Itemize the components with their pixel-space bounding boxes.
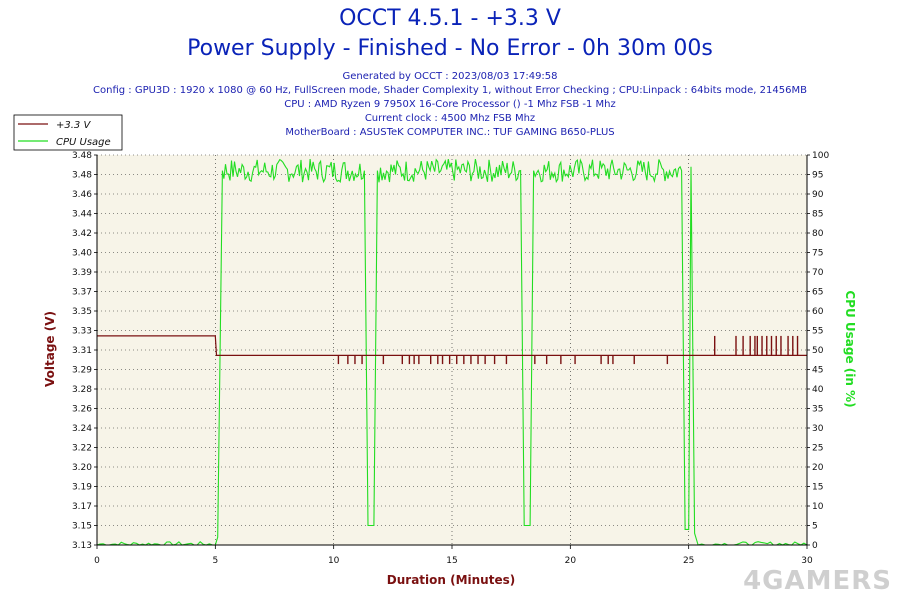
watermark-logo: 4GAMERS — [743, 566, 892, 596]
y-right-tick-label: 15 — [812, 483, 823, 493]
y-left-tick-label: 3.39 — [72, 268, 92, 278]
x-tick-label: 30 — [801, 556, 813, 566]
y-left-tick-label: 3.22 — [72, 444, 92, 454]
y-right-tick-label: 5 — [812, 522, 818, 532]
y-left-tick-label: 3.17 — [72, 502, 92, 512]
y-right-tick-label: 30 — [812, 424, 824, 434]
voltage-line — [97, 335, 807, 356]
y-left-tick-label: 3.44 — [72, 210, 92, 220]
y-left-tick-label: 3.33 — [72, 327, 92, 337]
x-tick-label: 0 — [94, 556, 100, 566]
y-left-axis-title: Voltage (V) — [43, 311, 57, 387]
y-right-tick-label: 0 — [812, 541, 818, 551]
info-generated: Generated by OCCT : 2023/08/03 17:49:58 — [342, 71, 558, 82]
y-right-tick-label: 75 — [812, 249, 823, 259]
y-left-tick-label: 3.35 — [72, 307, 92, 317]
y-right-axis-title: CPU Usage (in %) — [843, 290, 857, 407]
y-right-tick-label: 55 — [812, 327, 823, 337]
x-axis-title: Duration (Minutes) — [387, 573, 515, 587]
y-left-tick-label: 3.42 — [72, 229, 92, 239]
y-right-tick-label: 80 — [812, 229, 824, 239]
y-left-tick-label: 3.20 — [72, 463, 92, 473]
x-tick-label: 15 — [446, 556, 457, 566]
legend-voltage-label: +3.3 V — [56, 120, 91, 131]
y-right-tick-label: 20 — [812, 463, 824, 473]
cpu-usage-line — [96, 158, 808, 546]
y-right-tick-label: 65 — [812, 288, 823, 298]
y-left-tick-label: 3.24 — [72, 424, 92, 434]
y-right-tick-label: 45 — [812, 366, 823, 376]
y-left-tick-label: 3.48 — [72, 171, 92, 181]
y-left-tick-label: 3.15 — [72, 522, 92, 532]
y-left-tick-label: 3.26 — [72, 405, 92, 415]
y-left-tick-label: 3.13 — [72, 541, 92, 551]
y-left-tick-label: 3.31 — [72, 346, 92, 356]
axes: 3.13 03.15 53.17 103.19 153.20 203.22 253.24 30… — [72, 151, 829, 566]
info-config: Config : GPU3D : 1920 x 1080 @ 60 Hz, Fu… — [93, 85, 807, 96]
voltage-series — [97, 335, 807, 365]
chart-subtitle: Power Supply - Finished - No Error - 0h … — [187, 36, 713, 61]
y-right-tick-label: 95 — [812, 171, 823, 181]
y-right-tick-label: 10 — [812, 502, 824, 512]
y-left-tick-label: 3.28 — [72, 385, 92, 395]
y-right-tick-label: 50 — [812, 346, 824, 356]
y-right-tick-label: 100 — [812, 151, 829, 161]
y-right-tick-label: 35 — [812, 405, 823, 415]
x-tick-label: 25 — [683, 556, 694, 566]
info-cpu: CPU : AMD Ryzen 9 7950X 16-Core Processo… — [284, 99, 616, 110]
y-right-tick-label: 25 — [812, 444, 823, 454]
info-motherboard: MotherBoard : ASUSTeK COMPUTER INC.: TUF… — [285, 127, 615, 138]
y-right-tick-label: 40 — [812, 385, 824, 395]
y-right-tick-label: 60 — [812, 307, 824, 317]
y-left-tick-label: 3.48 — [72, 151, 92, 161]
y-left-tick-label: 3.29 — [72, 366, 92, 376]
y-right-tick-label: 85 — [812, 210, 823, 220]
legend-box — [13, 114, 123, 151]
y-left-tick-label: 3.40 — [72, 249, 92, 259]
info-clock: Current clock : 4500 Mhz FSB Mhz — [364, 113, 536, 124]
y-right-tick-label: 70 — [812, 268, 824, 278]
x-tick-label: 10 — [328, 556, 340, 566]
y-left-tick-label: 3.37 — [72, 288, 92, 298]
y-left-tick-label: 3.19 — [72, 483, 92, 493]
plot-background — [97, 155, 807, 545]
x-tick-label: 20 — [565, 556, 577, 566]
y-left-tick-label: 3.46 — [72, 190, 92, 200]
x-tick-label: 5 — [212, 556, 218, 566]
cpu-usage-series — [96, 158, 808, 546]
legend: +3.3 V CPU Usage — [13, 114, 123, 151]
legend-cpu-label: CPU Usage — [56, 137, 111, 148]
y-right-tick-label: 90 — [812, 190, 824, 200]
chart-title: OCCT 4.5.1 - +3.3 V — [339, 6, 561, 31]
